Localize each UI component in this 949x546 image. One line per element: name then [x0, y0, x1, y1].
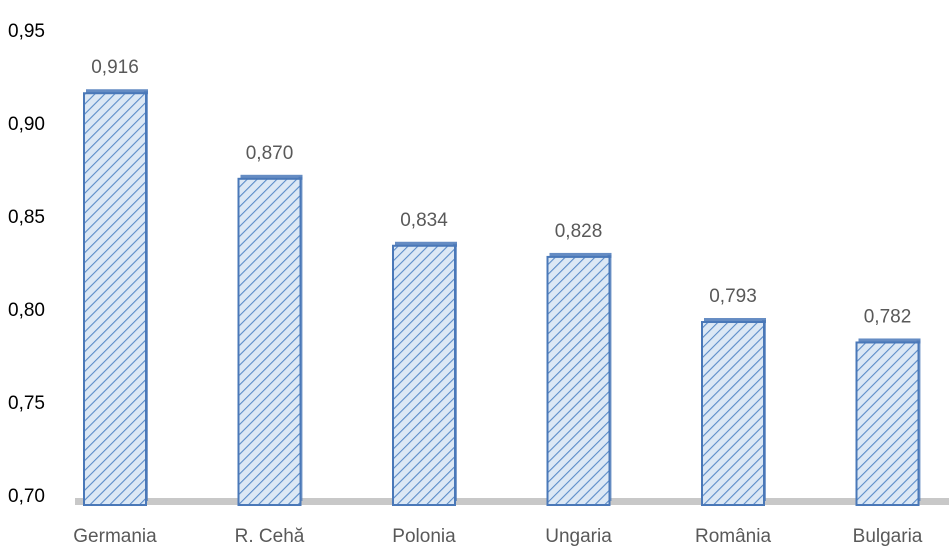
category-label: Germania [73, 526, 157, 546]
y-tick-label: 0,70 [8, 486, 45, 507]
data-label: 0,834 [400, 210, 448, 231]
bar-cap [86, 89, 148, 95]
y-tick-label: 0,80 [8, 300, 45, 321]
category-label: România [695, 526, 771, 546]
bar-cap [704, 318, 766, 324]
bar-bulgaria [855, 341, 920, 507]
data-label: 0,870 [246, 143, 294, 164]
bar-ungaria [546, 255, 611, 507]
data-label: 0,916 [91, 57, 139, 78]
bar-cap [240, 174, 303, 180]
category-label: Polonia [392, 526, 456, 546]
bar-germania [83, 92, 147, 507]
bar-cap [395, 241, 457, 247]
chart-floor [75, 498, 949, 505]
y-tick-label: 0,75 [8, 393, 45, 414]
bar-rom-nia [701, 321, 765, 506]
y-tick-label: 0,90 [8, 114, 45, 135]
category-label: Ungaria [545, 526, 612, 546]
y-tick-label: 0,95 [8, 21, 45, 42]
data-label: 0,793 [709, 286, 757, 307]
bar-polonia [392, 244, 456, 506]
bar-cap [858, 338, 921, 344]
category-label: R. Cehă [235, 526, 305, 546]
category-label: Bulgaria [853, 526, 923, 546]
y-tick-label: 0,85 [8, 207, 45, 228]
data-label: 0,828 [555, 221, 603, 242]
data-label: 0,782 [864, 306, 912, 327]
bar-cap [549, 252, 612, 258]
bar-r-ceh- [237, 177, 302, 507]
